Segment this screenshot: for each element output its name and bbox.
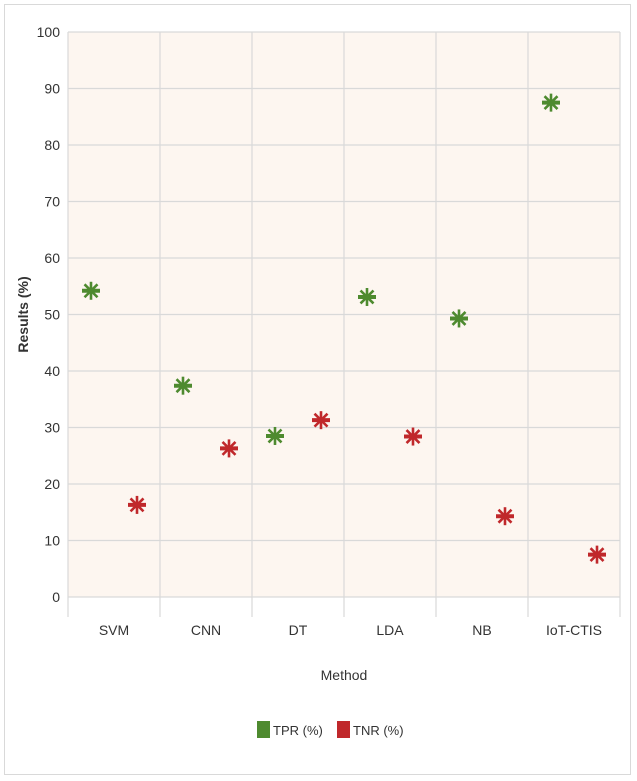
tpr-point-iot-ctis: [542, 93, 560, 112]
tpr-point-dt: [266, 426, 284, 445]
y-tick-label: 70: [44, 194, 60, 210]
tnr-point-cnn: [220, 439, 238, 458]
x-tick-label: DT: [289, 622, 308, 638]
tpr-point-lda: [358, 287, 376, 306]
x-axis-title: Method: [321, 667, 368, 683]
tnr-point-svm: [128, 495, 146, 514]
x-tick-label: IoT-CTIS: [546, 622, 602, 638]
tpr-point-cnn: [174, 376, 192, 395]
y-tick-label: 0: [52, 589, 60, 605]
tpr-point-nb: [450, 309, 468, 328]
y-axis-title: Results (%): [15, 276, 31, 352]
y-tick-label: 90: [44, 81, 60, 97]
y-tick-label: 50: [44, 307, 60, 323]
tnr-point-dt: [312, 411, 330, 430]
y-tick-label: 20: [44, 476, 60, 492]
tnr-point-lda: [404, 427, 422, 446]
tnr-legend-swatch: [337, 721, 350, 738]
y-tick-label: 100: [37, 24, 61, 40]
y-tick-label: 40: [44, 363, 60, 379]
x-tick-label: CNN: [191, 622, 221, 638]
y-tick-label: 30: [44, 420, 60, 436]
x-tick-label: NB: [472, 622, 491, 638]
tpr-legend-label: TPR (%): [273, 723, 323, 738]
tpr-point-svm: [82, 281, 100, 300]
y-tick-label: 60: [44, 250, 60, 266]
x-tick-label: SVM: [99, 622, 129, 638]
tnr-point-iot-ctis: [588, 545, 606, 564]
tnr-legend-label: TNR (%): [353, 723, 404, 738]
y-tick-label: 10: [44, 533, 60, 549]
x-tick-label: LDA: [376, 622, 404, 638]
tpr-legend-swatch: [257, 721, 270, 738]
tnr-point-nb: [496, 507, 514, 526]
y-tick-label: 80: [44, 137, 60, 153]
